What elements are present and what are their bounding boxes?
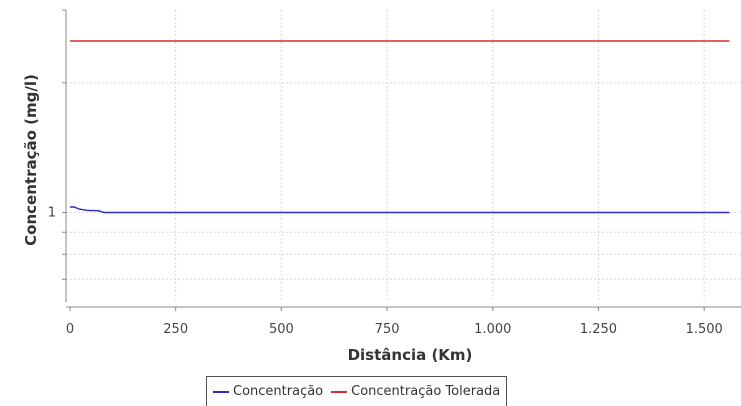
- x-tick-label: 1.250: [580, 322, 617, 337]
- x-tick-label: 1.000: [474, 322, 511, 337]
- plot-area: [66, 10, 741, 302]
- legend: Concentração Concentração Tolerada: [206, 376, 508, 406]
- legend-item-concentracao: Concentração: [213, 384, 323, 399]
- legend-label-concentracao-tolerada: Concentração Tolerada: [351, 384, 501, 399]
- legend-label-concentracao: Concentração: [233, 384, 324, 399]
- legend-swatch-concentracao: [213, 390, 229, 393]
- x-tick-label: 0: [66, 322, 74, 337]
- legend-item-concentracao-tolerada: Concentração Tolerada: [331, 384, 500, 399]
- x-tick-label: 750: [375, 322, 400, 337]
- x-axis-label: Distância (Km): [348, 346, 473, 364]
- ticks: 0 250 500 750 1.000 1.250 1.500 1: [48, 82, 723, 337]
- y-axis-label: Concentração (mg/l): [22, 74, 40, 246]
- x-tick-label: 250: [163, 322, 188, 337]
- series-line-0: [70, 206, 730, 214]
- x-tick-label: 1.500: [686, 322, 723, 337]
- legend-swatch-concentracao-tolerada: [331, 390, 348, 393]
- y-tick-label: 1: [48, 206, 56, 221]
- x-tick-label: 500: [269, 322, 294, 337]
- series: [70, 40, 730, 214]
